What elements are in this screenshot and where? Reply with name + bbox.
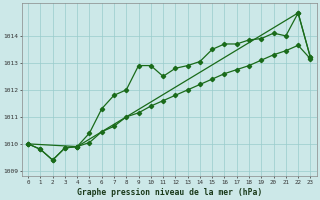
X-axis label: Graphe pression niveau de la mer (hPa): Graphe pression niveau de la mer (hPa) — [76, 188, 262, 197]
